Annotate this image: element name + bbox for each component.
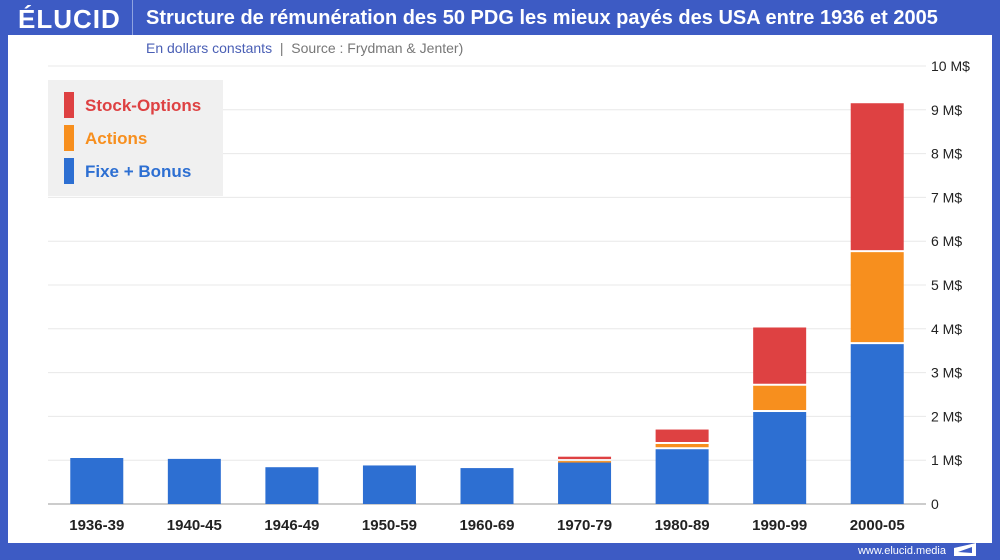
y-tick-label: 2 M$ [931,408,962,424]
bar-stock-options [753,327,807,384]
bar-fixe-bonus [460,468,514,504]
header: ÉLUCID Structure de rémunération des 50 … [0,0,1000,35]
bar-fixe-bonus [362,465,416,504]
bar-fixe-bonus [753,412,807,504]
y-tick-label: 9 M$ [931,102,962,118]
x-tick-label: 1936-39 [69,517,124,534]
y-tick-label: 10 M$ [931,58,970,74]
subtitle-units: En dollars constants [146,40,273,56]
bar-fixe-bonus [265,467,319,504]
x-tick-label: 1980-89 [655,517,710,534]
bar-stock-options [655,429,709,442]
legend-swatch [64,158,74,184]
bar-fixe-bonus [850,344,904,504]
x-tick-label: 1940-45 [167,517,222,534]
y-tick-label: 5 M$ [931,277,962,293]
x-tick-label: 1970-79 [557,517,612,534]
legend-swatch [64,125,74,151]
subtitle: En dollars constants | Source : Frydman … [146,40,464,56]
bar-stock-options [558,456,612,460]
y-tick-label: 8 M$ [931,146,962,162]
bar-fixe-bonus [558,462,612,504]
x-tick-label: 1990-99 [752,517,807,534]
bar-actions [655,443,709,448]
footer-url[interactable]: www.elucid.media [857,545,946,557]
bar-stock-options [850,103,904,251]
x-tick-label: 2000-05 [850,517,905,534]
y-tick-label: 7 M$ [931,189,962,205]
subtitle-source: Source : Frydman & Jenter) [291,40,464,56]
chart-panel: En dollars constants | Source : Frydman … [8,35,992,543]
legend-label: Stock-Options [85,96,201,115]
elucid-logo: ÉLUCID [18,4,121,34]
legend-box [48,80,223,196]
legend-swatch [64,92,74,118]
bar-actions [753,385,807,411]
y-tick-label: 6 M$ [931,233,962,249]
bar-fixe-bonus [655,449,709,504]
x-tick-label: 1946-49 [264,517,319,534]
x-tick-label: 1960-69 [459,517,514,534]
legend-label: Fixe + Bonus [85,162,191,181]
header-divider [132,0,133,35]
bar-fixe-bonus [167,458,221,504]
bar-actions [850,252,904,343]
y-tick-label: 4 M$ [931,321,962,337]
bar-chart: 0 1 M$ 2 M$ 3 M$ 4 M$ 5 M$ 6 M$ 7 M$ 8 M$ 9 M$ 10 … [48,58,970,534]
elucid-mark-icon [954,543,976,556]
y-tick-label: 0 [931,496,939,512]
x-tick-label: 1950-59 [362,517,417,534]
bar-actions [558,461,612,463]
y-tick-label: 3 M$ [931,365,962,381]
legend-label: Actions [85,129,147,148]
chart-title: Structure de rémunération des 50 PDG les… [146,7,938,29]
y-tick-label: 1 M$ [931,452,962,468]
bar-fixe-bonus [70,458,124,504]
